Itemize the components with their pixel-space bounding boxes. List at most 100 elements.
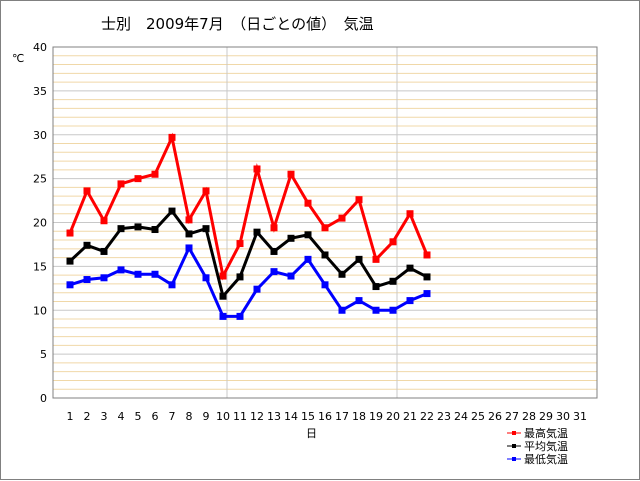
data-point: [423, 273, 431, 281]
data-point: [117, 180, 125, 188]
data-point: [253, 228, 261, 236]
data-point: [236, 273, 244, 281]
data-point: [66, 229, 74, 237]
legend-label: 最高気温: [524, 426, 568, 440]
x-tick-label: 2: [84, 410, 91, 423]
data-point: [66, 281, 74, 289]
x-tick-label: 11: [233, 410, 247, 423]
data-point: [219, 292, 227, 300]
data-point: [202, 187, 210, 195]
data-point: [389, 277, 397, 285]
data-point: [134, 223, 142, 231]
x-tick-label: 14: [284, 410, 298, 423]
y-tick-label: 25: [33, 173, 47, 186]
data-point: [253, 285, 261, 293]
data-point: [287, 234, 295, 242]
data-point: [83, 187, 91, 195]
x-tick-label: 26: [488, 410, 502, 423]
data-point: [202, 274, 210, 282]
x-tick-label: 21: [403, 410, 417, 423]
y-tick-label: 40: [33, 41, 47, 54]
data-point: [134, 175, 142, 183]
x-tick-label: 25: [471, 410, 485, 423]
x-tick-label: 6: [152, 410, 159, 423]
x-tick-label: 15: [301, 410, 315, 423]
x-tick-label: 27: [505, 410, 519, 423]
y-tick-label: 0: [40, 392, 47, 405]
data-point: [83, 276, 91, 284]
data-point: [236, 240, 244, 248]
x-tick-label: 13: [267, 410, 281, 423]
data-point: [185, 244, 193, 252]
series-line: [68, 208, 428, 300]
data-point: [66, 257, 74, 265]
series-line: [69, 244, 428, 318]
data-point: [100, 274, 108, 282]
data-point: [423, 251, 431, 259]
y-axis-unit-label: ℃: [12, 52, 24, 65]
x-tick-label: 24: [454, 410, 468, 423]
data-point: [168, 133, 176, 141]
x-axis-label: 日: [306, 427, 317, 440]
x-tick-label: 28: [522, 410, 536, 423]
data-point: [338, 214, 346, 222]
data-point: [117, 225, 125, 233]
data-point: [253, 165, 261, 173]
data-point: [372, 283, 380, 291]
data-point: [287, 170, 295, 178]
data-point: [355, 255, 363, 263]
data-point: [151, 270, 159, 278]
data-point: [304, 231, 312, 239]
data-point: [134, 270, 142, 278]
legend-swatch-marker: [512, 431, 516, 435]
x-tick-label: 17: [335, 410, 349, 423]
x-tick-label: 29: [539, 410, 553, 423]
data-point: [321, 251, 329, 259]
data-point: [185, 230, 193, 238]
y-tick-label: 30: [33, 129, 47, 142]
data-point: [406, 297, 414, 305]
data-point: [355, 297, 363, 305]
data-point: [185, 216, 193, 224]
x-tick-label: 18: [352, 410, 366, 423]
data-point: [372, 306, 380, 314]
data-point: [270, 224, 278, 232]
data-point: [372, 255, 380, 263]
data-point: [83, 241, 91, 249]
legend-swatch-marker: [512, 444, 516, 448]
x-tick-label: 1: [67, 410, 74, 423]
x-tick-label: 22: [420, 410, 434, 423]
data-point: [389, 306, 397, 314]
y-tick-label: 15: [33, 260, 47, 273]
data-point: [355, 196, 363, 204]
chart-title: 士別 2009年7月 （日ごとの値） 気温: [101, 15, 374, 33]
data-point: [168, 207, 176, 215]
data-point: [151, 226, 159, 234]
y-tick-label: 10: [33, 304, 47, 317]
data-point: [406, 264, 414, 272]
x-tick-label: 31: [573, 410, 587, 423]
x-tick-label: 5: [135, 410, 142, 423]
data-point: [304, 255, 312, 263]
data-point: [406, 210, 414, 218]
data-point: [389, 238, 397, 246]
x-tick-label: 10: [216, 410, 230, 423]
x-tick-label: 7: [169, 410, 176, 423]
data-point: [168, 281, 176, 289]
x-tick-label: 30: [556, 410, 570, 423]
data-point: [304, 199, 312, 207]
data-point: [100, 217, 108, 225]
x-tick-label: 3: [101, 410, 108, 423]
x-tick-label: 9: [203, 410, 210, 423]
data-point: [287, 272, 295, 280]
data-point: [219, 272, 227, 280]
data-point: [219, 312, 227, 320]
data-point: [338, 270, 346, 278]
x-tick-label: 8: [186, 410, 193, 423]
series-line: [68, 132, 429, 281]
data-point: [270, 268, 278, 276]
